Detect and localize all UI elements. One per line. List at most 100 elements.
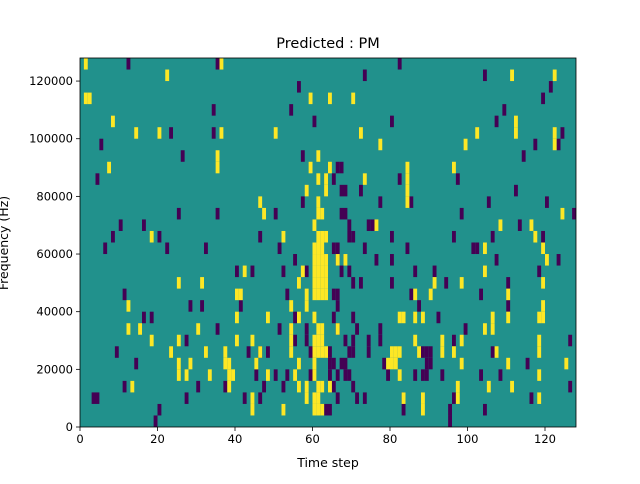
heatmap-cell-low	[343, 184, 348, 197]
heatmap-cell-high	[459, 334, 464, 347]
heatmap-cell-high	[320, 346, 325, 358]
heatmap-cell-low	[409, 288, 414, 301]
heatmap-cell-low	[490, 346, 495, 358]
heatmap-cell-low	[277, 242, 282, 255]
heatmap-cell-low	[444, 277, 449, 289]
heatmap-cell-low	[545, 196, 549, 208]
heatmap-cell-high	[335, 323, 340, 335]
heatmap-cell-high	[250, 392, 255, 404]
heatmap-cell-low	[494, 254, 499, 266]
heatmap-cell-high	[510, 69, 515, 82]
heatmap-cell-low	[293, 311, 298, 324]
heatmap-cell-low	[304, 265, 309, 278]
heatmap-cell-high	[494, 346, 499, 358]
heatmap-cell-low	[335, 288, 340, 301]
heatmap-cell-high	[560, 207, 565, 220]
heatmap-cell-high	[397, 369, 402, 381]
heatmap-cell-high	[506, 357, 511, 370]
heatmap-cell-high	[254, 357, 259, 370]
heatmap-cell-low	[180, 150, 185, 162]
heatmap-cell-low	[537, 265, 542, 278]
heatmap-cell-low	[134, 357, 139, 370]
heatmap-cell-high	[235, 334, 239, 347]
heatmap-cell-low	[378, 323, 383, 335]
heatmap-cell-high	[304, 288, 309, 301]
heatmap-cell-high	[320, 403, 325, 416]
heatmap-cell-low	[390, 254, 394, 266]
heatmap-cell-low	[347, 346, 352, 358]
heatmap-cell-high	[320, 288, 325, 301]
heatmap-cell-high	[312, 288, 317, 301]
heatmap-cell-low	[335, 300, 340, 312]
heatmap-cell-high	[316, 334, 321, 347]
heatmap-cell-high	[312, 219, 317, 231]
heatmap-cell-high	[432, 277, 437, 289]
heatmap-cell-low	[293, 254, 298, 266]
heatmap-cell-high	[490, 323, 495, 335]
heatmap-cell-high	[324, 265, 329, 278]
heatmap-cell-high	[533, 230, 538, 243]
heatmap-cell-low	[401, 403, 406, 416]
heatmap-cell-high	[312, 311, 317, 324]
heatmap-cell-high	[242, 265, 247, 278]
heatmap-cell-high	[421, 311, 425, 324]
heatmap-cell-low	[479, 288, 484, 301]
heatmap-cell-high	[328, 92, 332, 105]
heatmap-cell-low	[215, 323, 220, 335]
heatmap-cell-low	[99, 138, 104, 151]
heatmap-cell-high	[300, 265, 305, 278]
heatmap-cell-high	[552, 127, 557, 139]
heatmap-cell-low	[277, 323, 282, 335]
heatmap-cell-high	[440, 346, 445, 358]
heatmap-cell-high	[351, 92, 356, 105]
heatmap-cell-low	[397, 173, 402, 185]
heatmap-cell-low	[390, 115, 394, 128]
heatmap-cell-high	[316, 207, 321, 220]
heatmap-cell-low	[436, 311, 441, 324]
heatmap-cell-high	[250, 334, 255, 347]
heatmap-cell-low	[142, 311, 146, 324]
heatmap-cell-high	[343, 254, 348, 266]
heatmap-cell-low	[440, 369, 445, 381]
heatmap-cell-high	[386, 357, 391, 370]
heatmap-cell-low	[339, 265, 344, 278]
heatmap-cell-low	[184, 392, 189, 404]
heatmap-cell-low	[250, 265, 255, 278]
heatmap-cell-low	[335, 161, 340, 174]
heatmap-cell-high	[413, 288, 418, 301]
heatmap-cell-high	[316, 265, 321, 278]
heatmap-cell-high	[231, 369, 236, 381]
heatmap-cell-low	[347, 369, 352, 381]
heatmap-cell-low	[475, 242, 480, 255]
heatmap-cell-low	[417, 300, 422, 312]
heatmap-cell-low	[335, 369, 340, 381]
x-axis: 0 20 40 60 80 100 120	[76, 427, 556, 446]
heatmap-cell-high	[378, 138, 383, 151]
heatmap-cell-low	[452, 392, 456, 404]
heatmap-cell-low	[486, 196, 491, 208]
heatmap-cell-high	[130, 380, 135, 393]
heatmap-cell-low	[359, 277, 363, 289]
heatmap-cell-low	[339, 207, 344, 220]
heatmap-cell-low	[157, 230, 162, 243]
heatmap-cell-high	[188, 357, 193, 370]
heatmap-cell-high	[184, 369, 189, 381]
heatmap-cell-high	[312, 334, 317, 347]
heatmap-cell-high	[320, 207, 325, 220]
heatmap-cell-high	[227, 369, 232, 381]
heatmap-cell-high	[312, 242, 317, 255]
heatmap-cell-high	[537, 334, 542, 347]
heatmap-cell-low	[448, 415, 453, 427]
heatmap-cell-low	[339, 184, 344, 197]
heatmap-cell-low	[335, 242, 340, 255]
heatmap-cell-high	[83, 58, 88, 70]
heatmap-cell-high	[463, 138, 468, 151]
heatmap-cell-low	[483, 403, 487, 416]
heatmap-cell-low	[483, 69, 487, 82]
heatmap-cell-low	[525, 357, 530, 370]
heatmap-cell-low	[328, 357, 332, 370]
heatmap-cell-low	[362, 242, 367, 255]
x-tick-label: 20	[150, 432, 165, 446]
heatmap-cell-high	[289, 300, 294, 312]
